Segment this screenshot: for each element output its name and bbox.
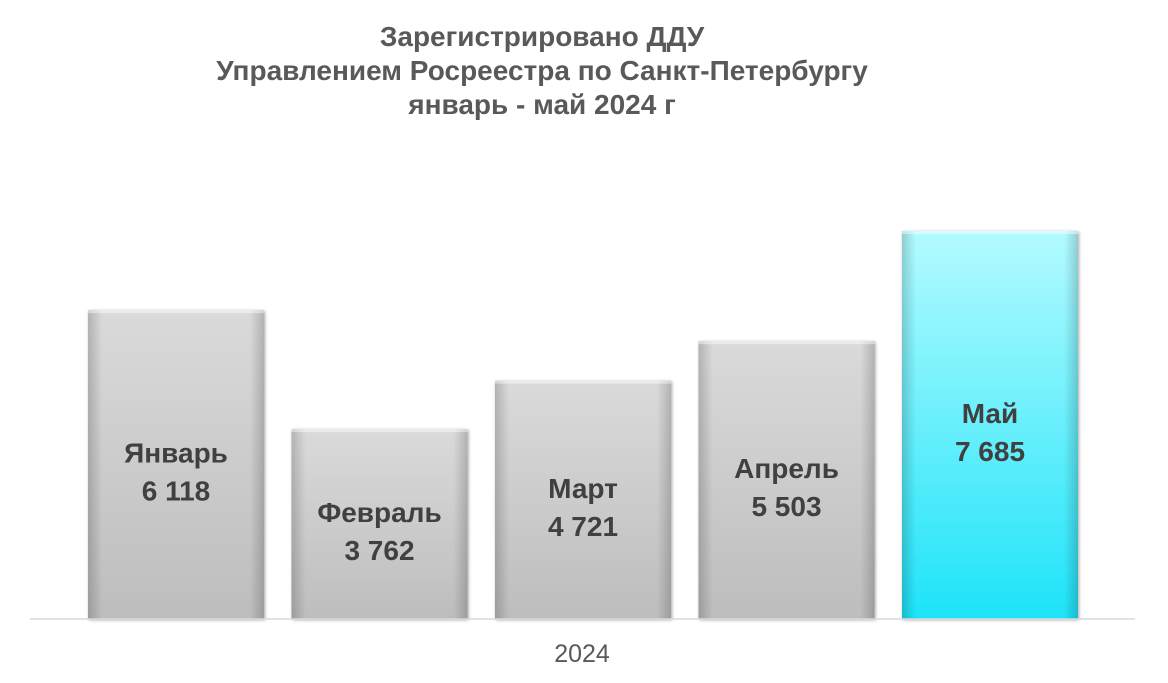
bar-top-highlight	[88, 310, 264, 314]
bar-category-label: Апрель	[734, 453, 839, 484]
bar-bevel	[291, 429, 468, 619]
bar-category-label: Май	[962, 398, 1018, 429]
bar-category-label: Март	[548, 473, 618, 504]
bar-top-highlight	[495, 380, 671, 384]
bar-group: Апрель 5 503	[698, 341, 875, 619]
bar-category-label: Февраль	[317, 497, 441, 528]
bar-group: Февраль 3 762	[291, 429, 468, 619]
bar-group: Март 4 721	[495, 380, 671, 619]
bar-value-label: 7 685	[955, 436, 1025, 467]
bars-layer: Январь 6 118 Февраль 3 762 Март 4 721 Апрель 5 …	[88, 231, 1078, 619]
bar-bevel	[902, 231, 1078, 619]
chart-title: Зарегистрировано ДДУ Управлением Росреес…	[0, 20, 1084, 122]
bar-value-label: 3 762	[344, 535, 414, 566]
bar-group: Май 7 685	[902, 231, 1078, 619]
bar-value-label: 6 118	[142, 476, 211, 507]
bar-bevel	[698, 341, 875, 619]
chart-title-line-1: Зарегистрировано ДДУ	[379, 21, 705, 52]
bar-bevel	[88, 310, 264, 619]
bar-top-highlight	[902, 231, 1078, 234]
bar-value-label: 4 721	[548, 511, 618, 542]
chart-title-line-2: Управлением Росреестра по Санкт-Петербур…	[216, 55, 868, 86]
bar-top-highlight	[291, 429, 468, 433]
bar-group: Январь 6 118	[88, 310, 264, 619]
x-axis-category-label: 2024	[554, 640, 610, 668]
bar-category-label: Январь	[124, 438, 228, 469]
bar-value-label: 5 503	[751, 491, 821, 522]
bar-bevel	[495, 380, 671, 619]
chart-title-line-3: январь - май 2024 г	[408, 89, 676, 120]
bar-top-highlight	[698, 341, 875, 345]
